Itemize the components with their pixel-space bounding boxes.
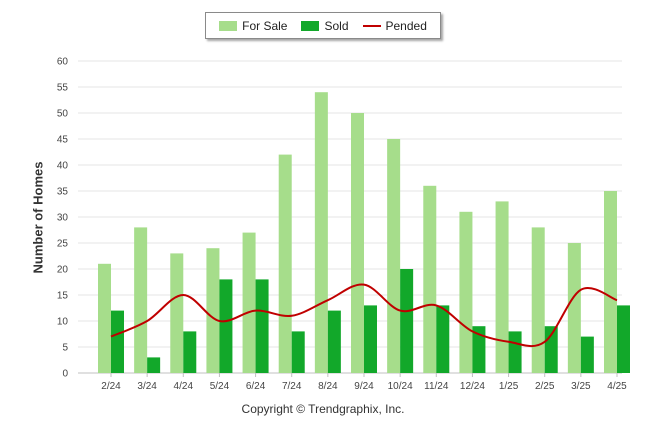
bar-for-sale bbox=[495, 201, 509, 373]
bar-for-sale bbox=[206, 248, 220, 373]
bar-for-sale bbox=[604, 191, 617, 373]
legend-item-pended[interactable]: Pended bbox=[362, 18, 427, 33]
x-tick-label: 3/25 bbox=[571, 381, 591, 392]
y-tick-label: 30 bbox=[57, 213, 69, 224]
bar-for-sale bbox=[423, 185, 437, 373]
bar-sold bbox=[580, 336, 594, 373]
bar-for-sale bbox=[170, 253, 184, 373]
bar-for-sale bbox=[242, 232, 256, 373]
bar-sold bbox=[219, 279, 233, 373]
bar-sold bbox=[111, 310, 124, 373]
y-tick-label: 40 bbox=[57, 161, 69, 172]
x-tick-label: 3/24 bbox=[137, 381, 157, 392]
bar-sold bbox=[364, 305, 377, 373]
pended-line-swatch-icon bbox=[362, 24, 381, 27]
bar-sold bbox=[291, 331, 305, 373]
x-tick-label: 6/24 bbox=[246, 381, 266, 392]
y-tick-label: 15 bbox=[57, 291, 69, 302]
x-tick-label: 5/24 bbox=[210, 381, 230, 392]
x-tick-label: 10/24 bbox=[388, 381, 413, 392]
bar-for-sale bbox=[314, 92, 328, 373]
bar-sold bbox=[327, 310, 341, 373]
bar-for-sale bbox=[134, 227, 148, 373]
x-tick-label: 11/24 bbox=[424, 381, 449, 392]
y-tick-label: 55 bbox=[57, 83, 69, 94]
legend: For Sale Sold Pended bbox=[205, 12, 441, 39]
legend-label-pended: Pended bbox=[385, 18, 427, 33]
y-tick-label: 50 bbox=[57, 109, 69, 120]
y-tick-label: 35 bbox=[57, 187, 69, 198]
bar-sold bbox=[472, 326, 486, 373]
legend-label-for-sale: For Sale bbox=[242, 18, 288, 33]
pended-line bbox=[110, 283, 618, 348]
copyright-credit: Copyright © Trendgraphix, Inc. bbox=[241, 402, 405, 416]
bar-sold bbox=[400, 269, 414, 373]
x-tick-label: 7/24 bbox=[282, 381, 302, 392]
bar-sold bbox=[147, 357, 161, 373]
bar-sold bbox=[183, 331, 197, 373]
bar-for-sale bbox=[278, 154, 292, 373]
legend-item-sold[interactable]: Sold bbox=[301, 18, 349, 33]
x-tick-label: 8/24 bbox=[318, 381, 338, 392]
bar-sold bbox=[255, 279, 269, 373]
x-tick-label: 9/24 bbox=[354, 381, 374, 392]
y-tick-label: 45 bbox=[57, 135, 69, 146]
y-tick-label: 0 bbox=[62, 369, 68, 380]
y-tick-label: 5 bbox=[62, 343, 68, 354]
bar-sold bbox=[436, 305, 450, 373]
legend-item-for-sale[interactable]: For Sale bbox=[219, 19, 287, 33]
x-tick-label: 2/24 bbox=[101, 381, 121, 392]
sold-swatch-icon bbox=[301, 20, 320, 31]
for-sale-swatch-icon bbox=[219, 20, 238, 31]
y-axis-title: Number of Homes bbox=[30, 161, 46, 274]
y-tick-label: 10 bbox=[57, 317, 69, 328]
x-tick-label: 4/25 bbox=[607, 381, 627, 392]
bar-for-sale bbox=[387, 139, 401, 373]
bar-sold bbox=[617, 305, 630, 373]
bar-for-sale bbox=[351, 113, 364, 373]
x-tick-label: 1/25 bbox=[499, 381, 519, 392]
legend-label-sold: Sold bbox=[324, 18, 349, 33]
bar-for-sale bbox=[531, 227, 545, 373]
y-tick-label: 25 bbox=[57, 239, 69, 250]
x-tick-label: 2/25 bbox=[535, 381, 555, 392]
x-tick-label: 12/24 bbox=[460, 381, 485, 392]
y-tick-label: 60 bbox=[57, 57, 69, 68]
bar-sold bbox=[508, 331, 522, 373]
bar-for-sale bbox=[459, 211, 473, 373]
x-tick-label: 4/24 bbox=[174, 381, 194, 392]
bar-for-sale bbox=[98, 263, 111, 373]
y-tick-label: 20 bbox=[57, 265, 69, 276]
bar-for-sale bbox=[567, 243, 581, 373]
